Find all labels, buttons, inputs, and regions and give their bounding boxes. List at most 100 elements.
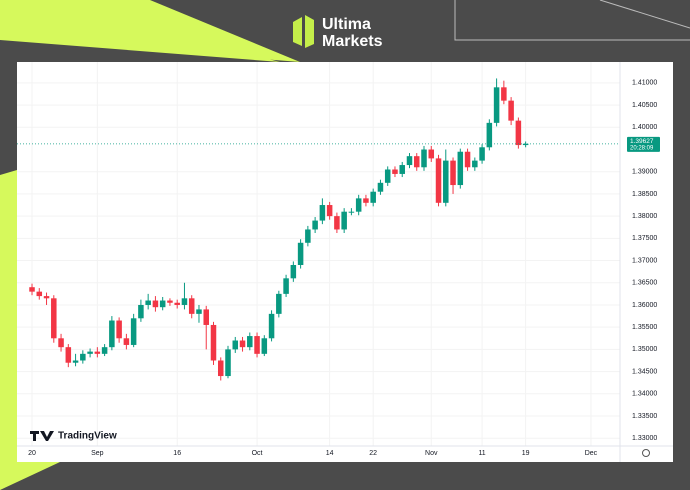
- brand-text: Ultima: [322, 16, 371, 33]
- deco-line: [599, 0, 690, 29]
- candle-body: [225, 349, 231, 377]
- candle-body: [181, 298, 188, 305]
- x-tick-label: Oct: [252, 450, 263, 457]
- candle-body: [312, 220, 318, 230]
- candle-body: [51, 298, 57, 339]
- candle-body: [58, 338, 64, 348]
- candle-body: [109, 320, 115, 348]
- candle-body: [232, 340, 239, 350]
- candle-body: [138, 304, 144, 319]
- y-tick-label: 1.38000: [632, 213, 657, 220]
- candle-body: [94, 351, 101, 354]
- y-tick-label: 1.40000: [632, 124, 657, 131]
- x-tick-label: Sep: [91, 450, 104, 457]
- deco-line: [454, 0, 690, 41]
- candle-body: [341, 211, 347, 230]
- candle-body: [80, 353, 86, 361]
- candle-body: [479, 147, 485, 161]
- candle-body: [116, 320, 122, 339]
- candle-body: [43, 296, 50, 299]
- y-tick-label: 1.39000: [632, 169, 657, 176]
- accent-left: [0, 170, 17, 490]
- accent-top-2: [0, 0, 300, 62]
- candle-body: [29, 287, 35, 292]
- x-tick-label: 11: [478, 450, 485, 457]
- chart-panel: [17, 62, 673, 462]
- candle-body: [406, 156, 413, 166]
- y-tick-label: 1.35500: [632, 324, 657, 331]
- y-tick-label: 1.33500: [632, 413, 657, 420]
- last-price-label: 1.39627: [630, 138, 654, 145]
- watermark: TradingView: [30, 431, 117, 442]
- watermark-logo: [30, 431, 54, 441]
- x-tick-label: 19: [522, 450, 530, 457]
- candle-body: [472, 160, 478, 168]
- watermark-text: TradingView: [58, 431, 117, 442]
- candle-body: [501, 87, 507, 101]
- candle-body: [486, 122, 493, 148]
- candle-body: [319, 205, 326, 221]
- candle-body: [326, 205, 333, 217]
- candle-body: [363, 198, 369, 203]
- candle-body: [355, 198, 362, 212]
- y-tick-label: 1.35000: [632, 346, 657, 353]
- candle-body: [421, 149, 427, 168]
- candle-body: [377, 182, 384, 192]
- y-tick-label: 1.40500: [632, 102, 657, 109]
- accent-bottom: [0, 462, 60, 490]
- candle-body: [203, 309, 209, 325]
- x-tick-label: Dec: [585, 450, 598, 457]
- plot: 1.41000 1.40500 1.40000 1.39000 1.38500 1.380…: [17, 62, 673, 462]
- candle-body: [457, 151, 464, 186]
- candle-body: [348, 211, 355, 213]
- candle-body: [443, 160, 449, 203]
- candle-body: [493, 87, 500, 123]
- candle-body: [152, 300, 159, 308]
- candle-body: [130, 318, 137, 345]
- candle-body: [464, 151, 471, 168]
- y-tick-label: 1.36000: [632, 302, 657, 309]
- candle-body: [261, 338, 268, 354]
- candle-body: [392, 169, 398, 174]
- candle-body: [145, 300, 151, 305]
- y-tick-label: 1.37500: [632, 235, 657, 242]
- candle-body: [268, 313, 275, 339]
- brand-text: Markets: [322, 33, 383, 50]
- candle-body: [522, 143, 529, 146]
- candle-body: [450, 160, 456, 186]
- candle-body: [210, 324, 217, 361]
- y-tick-label: 1.34500: [632, 368, 657, 375]
- candle-body: [65, 347, 72, 363]
- candle-body: [334, 216, 340, 230]
- y-tick-label: 1.36500: [632, 280, 657, 287]
- candle-body: [217, 360, 224, 377]
- candle-body: [87, 351, 93, 354]
- logo-icon: [293, 17, 302, 46]
- y-tick-label: 1.41000: [632, 80, 657, 87]
- x-tick-label: 20: [28, 450, 36, 457]
- candle-body: [384, 169, 391, 183]
- logo: Ultima Markets: [293, 15, 383, 50]
- candle-body: [305, 229, 311, 243]
- countdown-label: 20:28:09: [630, 145, 654, 151]
- candle-body: [276, 293, 282, 314]
- y-tick-label: 1.38500: [632, 191, 657, 198]
- y-tick-label: 1.34000: [632, 391, 657, 398]
- candle-body: [283, 278, 289, 294]
- candle-body: [239, 340, 246, 348]
- settings-icon[interactable]: [642, 449, 650, 457]
- x-tick-label: 14: [326, 450, 334, 457]
- candle-body: [159, 300, 166, 308]
- candle-body: [428, 149, 435, 159]
- candle-body: [101, 347, 108, 354]
- candle-body: [370, 191, 376, 203]
- candle-body: [290, 264, 297, 279]
- candle-body: [167, 300, 173, 303]
- candle-body: [72, 360, 79, 363]
- candle-body: [254, 336, 260, 354]
- candle-body: [413, 156, 420, 168]
- x-tick-label: 16: [173, 450, 181, 457]
- logo-icon: [305, 15, 314, 48]
